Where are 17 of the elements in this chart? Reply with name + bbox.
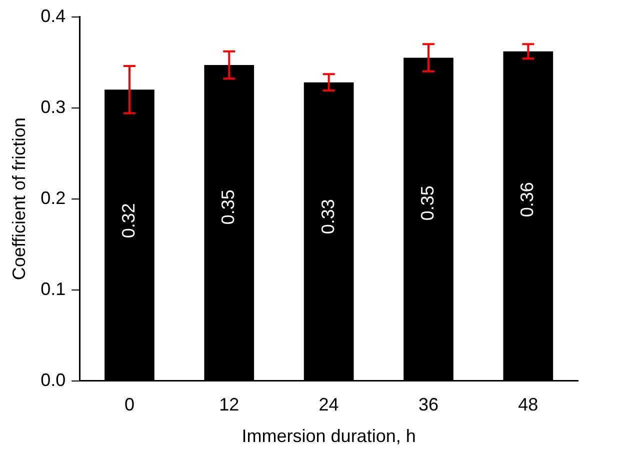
y-tick-label: 0.2 (40, 188, 66, 208)
data-label: 0.36 (517, 182, 538, 218)
x-tick-label: 48 (518, 394, 538, 415)
y-tick-label: 0.3 (40, 96, 66, 117)
y-tick-label: 0.4 (40, 6, 66, 26)
x-axis-title: Immersion duration, h (242, 426, 416, 446)
y-tick-label: 0.1 (40, 278, 66, 299)
data-label: 0.35 (218, 190, 238, 225)
data-label: 0.33 (318, 199, 338, 234)
y-axis-title: Coefficient of friction (8, 117, 29, 280)
y-tick-label: 0.0 (40, 370, 66, 390)
x-tick-label: 12 (219, 394, 240, 415)
x-tick-label: 36 (418, 394, 438, 415)
data-label: 0.32 (118, 203, 138, 238)
data-label: 0.35 (417, 186, 438, 221)
x-tick-label: 0 (124, 394, 134, 415)
x-tick-label: 24 (318, 394, 339, 415)
